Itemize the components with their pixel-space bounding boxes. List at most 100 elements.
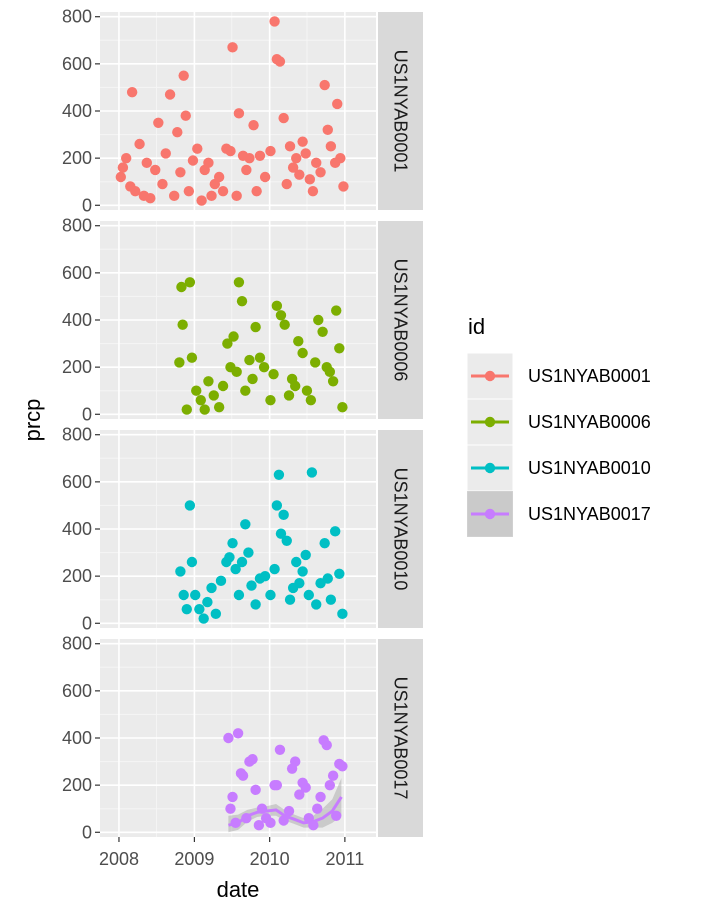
- data-point: [321, 739, 332, 751]
- data-point: [311, 599, 322, 610]
- data-point: [240, 519, 251, 530]
- data-point: [259, 570, 271, 582]
- data-point: [289, 380, 301, 392]
- data-point: [246, 580, 257, 591]
- data-point: [303, 589, 315, 601]
- data-point: [258, 361, 270, 373]
- data-point: [265, 589, 276, 601]
- data-point: [259, 171, 271, 183]
- data-point: [194, 603, 205, 615]
- data-point: [274, 56, 286, 67]
- legend-point: [484, 416, 496, 428]
- data-point: [297, 347, 308, 359]
- y-tick-label: 200: [62, 357, 92, 377]
- facet-strip-label: US1NYAB0001: [391, 50, 411, 173]
- y-tick-label: 200: [62, 566, 92, 586]
- y-tick-label: 400: [62, 519, 92, 539]
- data-point: [178, 589, 189, 601]
- data-point: [335, 152, 346, 164]
- x-tick-label: 2009: [174, 849, 214, 869]
- data-point: [319, 79, 330, 91]
- panel-US1NYAB0010: 0 200 400 600 800 US1NYAB0010: [62, 425, 423, 633]
- data-point: [297, 566, 308, 577]
- data-point: [232, 728, 244, 739]
- data-point: [172, 127, 183, 138]
- x-tick-label: 2008: [99, 849, 139, 869]
- data-point: [274, 744, 286, 755]
- data-point: [196, 195, 207, 206]
- data-point: [315, 167, 326, 178]
- data-point: [300, 549, 311, 561]
- data-point: [203, 157, 214, 169]
- y-tick-label: 800: [62, 216, 92, 236]
- facet-strip-label: US1NYAB0010: [391, 468, 411, 591]
- data-point: [236, 556, 248, 568]
- data-point: [294, 169, 305, 180]
- y-tick-label: 0: [82, 613, 92, 633]
- data-point: [297, 136, 308, 147]
- data-point: [199, 404, 210, 415]
- data-point: [217, 185, 229, 197]
- y-tick-label: 600: [62, 472, 92, 492]
- data-point: [164, 89, 176, 100]
- data-point: [284, 141, 296, 152]
- y-tick-label: 0: [82, 404, 92, 424]
- data-point: [186, 556, 198, 568]
- data-point: [334, 568, 345, 579]
- data-point: [202, 596, 213, 608]
- data-point: [307, 185, 319, 197]
- data-point: [275, 528, 287, 539]
- data-point: [233, 277, 245, 288]
- legend-label: US1NYAB0001: [528, 366, 651, 386]
- data-point: [337, 761, 348, 772]
- data-point: [230, 563, 241, 575]
- data-point: [241, 164, 252, 176]
- data-point: [240, 385, 251, 396]
- x-axis: 2008 2009 2010 2011: [99, 849, 364, 869]
- data-point: [175, 167, 186, 178]
- data-point: [306, 467, 318, 478]
- y-tick-label: 200: [62, 775, 92, 795]
- data-point: [215, 575, 227, 587]
- data-point: [228, 331, 239, 342]
- data-point: [192, 143, 203, 154]
- data-point: [273, 469, 285, 480]
- data-point: [309, 357, 321, 368]
- data-point: [227, 791, 238, 803]
- y-tick-label: 600: [62, 681, 92, 701]
- data-point: [248, 119, 259, 131]
- data-point: [291, 152, 302, 164]
- data-point: [206, 582, 217, 594]
- data-point: [225, 803, 236, 814]
- data-point: [317, 326, 328, 337]
- data-point: [175, 566, 186, 577]
- data-point: [265, 145, 276, 157]
- data-point: [300, 148, 311, 159]
- data-point: [126, 86, 138, 98]
- data-point: [233, 589, 245, 601]
- data-point: [329, 526, 341, 537]
- data-point: [322, 124, 333, 136]
- data-point: [271, 779, 283, 791]
- data-point: [325, 594, 337, 605]
- data-point: [244, 152, 255, 164]
- legend-label: US1NYAB0017: [528, 504, 651, 524]
- data-point: [176, 281, 187, 293]
- x-axis-title: date: [217, 877, 260, 902]
- data-point: [191, 385, 202, 396]
- data-point: [153, 117, 164, 128]
- data-point: [281, 535, 292, 546]
- legend-point: [484, 508, 496, 520]
- data-point: [251, 185, 262, 197]
- data-point: [327, 376, 339, 387]
- data-point: [222, 338, 233, 349]
- data-point: [236, 295, 248, 307]
- data-point: [217, 380, 229, 392]
- data-point: [178, 70, 189, 81]
- data-point: [174, 357, 185, 368]
- x-tick-label: 2011: [326, 849, 365, 869]
- data-point: [227, 537, 238, 549]
- data-point: [268, 369, 279, 380]
- data-point: [180, 110, 191, 121]
- data-point: [243, 547, 254, 558]
